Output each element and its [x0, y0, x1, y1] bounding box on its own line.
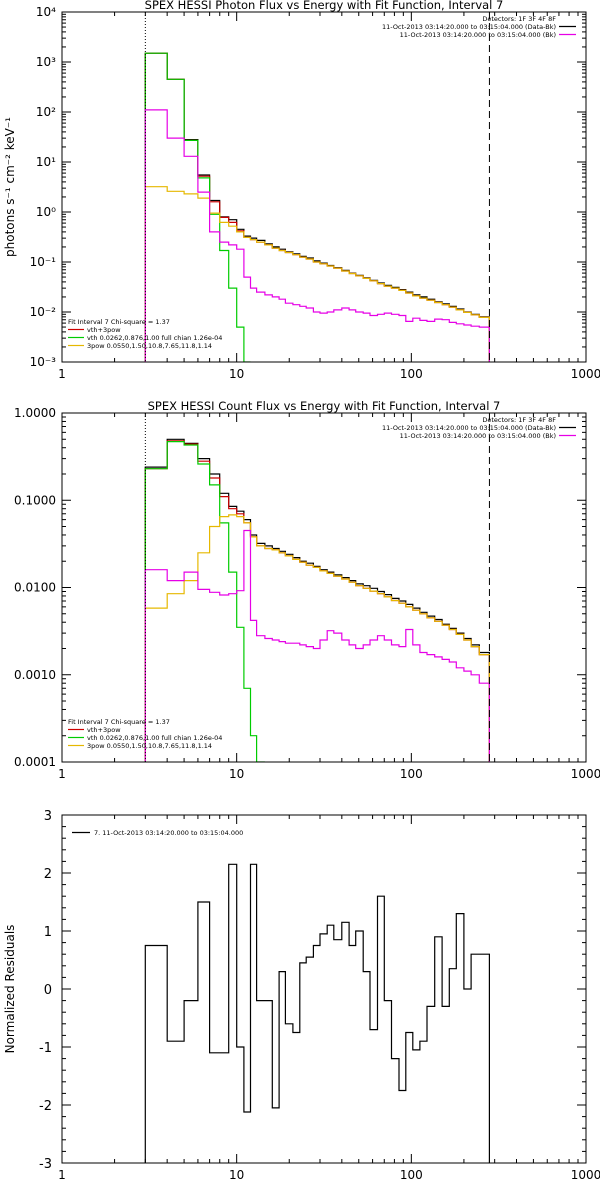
y-tick-label: 10³	[36, 55, 56, 69]
chart-panel-3: Normalized Residuals 1 10 100 1000 -3 -2 -1 0 1 2 3…	[3, 809, 600, 1182]
series-line-vth-3pow	[144, 52, 490, 362]
legend-top-entry: 11-Oct-2013 03:14:20.000 to 03:15:04.000…	[382, 424, 556, 432]
chart-title: SPEX HESSI Photon Flux vs Energy with Fi…	[145, 0, 504, 12]
legend-top-entry: 11-Oct-2013 03:14:20.000 to 03:15:04.000…	[382, 23, 556, 31]
y-axis-label: Normalized Residuals	[3, 925, 17, 1054]
y-tick-label: -1	[39, 1041, 52, 1056]
series-group	[144, 52, 490, 362]
series-line-vth	[144, 52, 251, 362]
y-tick-label: 0.0100	[14, 581, 56, 595]
legend-bottom-entry: Fit Interval 7 Chi-square = 1.37	[68, 318, 170, 326]
y-tick-label: 1	[44, 925, 52, 940]
x-tick-label: 10	[229, 767, 244, 781]
plot-frame	[61, 814, 587, 1164]
chart-title: SPEX HESSI Count Flux vs Energy with Fit…	[148, 399, 501, 413]
y-tick-label: 0.0001	[14, 755, 56, 769]
series-line-3pow	[144, 514, 490, 762]
series-line-data-bk	[144, 438, 490, 762]
series-line-residuals	[144, 863, 490, 1163]
x-tick-label: 100	[400, 767, 423, 781]
y-tick-label: 10¹	[36, 155, 56, 169]
plot-frame	[61, 412, 587, 763]
y-tick-label: 10⁴	[36, 5, 56, 19]
x-tick-label: 100	[400, 1168, 423, 1182]
legend-bottom-entry: vth 0.0262,0.876,1.00 full chian 1.26e-0…	[87, 334, 222, 342]
plot-frame	[61, 11, 587, 363]
series-line-bk	[144, 529, 490, 762]
legend-bottom-entry: vth 0.0262,0.876,1.00 full chian 1.26e-0…	[87, 734, 222, 742]
legend-top-entry: Detectors: 1F 3F 4F 8F	[482, 416, 556, 424]
y-tick-label: 2	[44, 867, 52, 882]
legend-bottom-entry: vth+3pow	[87, 726, 121, 734]
y-tick-label: 1.0000	[14, 406, 56, 420]
y-axis-label: photons s⁻¹ cm⁻² keV⁻¹	[3, 117, 17, 257]
series-line-vth	[144, 441, 265, 762]
x-tick-label: 100	[400, 367, 423, 381]
chart-panel-1: SPEX HESSI Photon Flux vs Energy with Fi…	[3, 0, 600, 381]
x-tick-label: 1000	[571, 367, 600, 381]
x-tick-label: 1000	[571, 767, 600, 781]
x-tick-label: 10	[229, 1168, 244, 1182]
legend-entry: 7. 11-Oct-2013 03:14:20.000 to 03:15:04.…	[94, 829, 243, 837]
y-tick-label: 0.1000	[14, 493, 56, 507]
y-tick-label: 10⁻³	[30, 355, 57, 369]
y-tick-label: -2	[39, 1099, 52, 1114]
legend-bottom-entry: 3pow 0.0550,1.50,10.8,7.65,11.8,1.14	[87, 342, 212, 350]
legend-bottom-entry: 3pow 0.0550,1.50,10.8,7.65,11.8,1.14	[87, 742, 212, 750]
series-group	[144, 438, 490, 762]
legend-bottom-entry: vth+3pow	[87, 326, 121, 334]
chart-panel-2: SPEX HESSI Count Flux vs Energy with Fit…	[14, 399, 600, 781]
x-tick-label: 10	[229, 367, 244, 381]
series-line-3pow	[144, 186, 490, 362]
legend-top-entry: Detectors: 1F 3F 4F 8F	[482, 15, 556, 23]
y-tick-label: 10²	[36, 105, 56, 119]
y-tick-label: 10⁻²	[30, 305, 57, 319]
series-group	[144, 863, 490, 1163]
x-tick-label: 1	[58, 767, 66, 781]
y-tick-label: 10⁻¹	[30, 255, 57, 269]
legend-bottom-entry: Fit Interval 7 Chi-square = 1.37	[68, 718, 170, 726]
y-tick-label: 0.0010	[14, 668, 56, 682]
x-tick-label: 1	[58, 367, 66, 381]
y-tick-label: 3	[44, 809, 52, 824]
y-tick-label: 0	[44, 983, 52, 998]
series-line-bk	[144, 109, 490, 362]
series-line-vth-3pow	[144, 440, 490, 762]
series-line-data-bk	[144, 52, 490, 362]
legend-top-entry: 11-Oct-2013 03:14:20.000 to 03:15:04.000…	[400, 31, 556, 39]
y-tick-label: -3	[39, 1157, 52, 1172]
x-tick-label: 1	[58, 1168, 66, 1182]
x-tick-label: 1000	[571, 1168, 600, 1182]
legend-top-entry: 11-Oct-2013 03:14:20.000 to 03:15:04.000…	[400, 432, 556, 440]
y-tick-label: 10⁰	[36, 205, 56, 219]
